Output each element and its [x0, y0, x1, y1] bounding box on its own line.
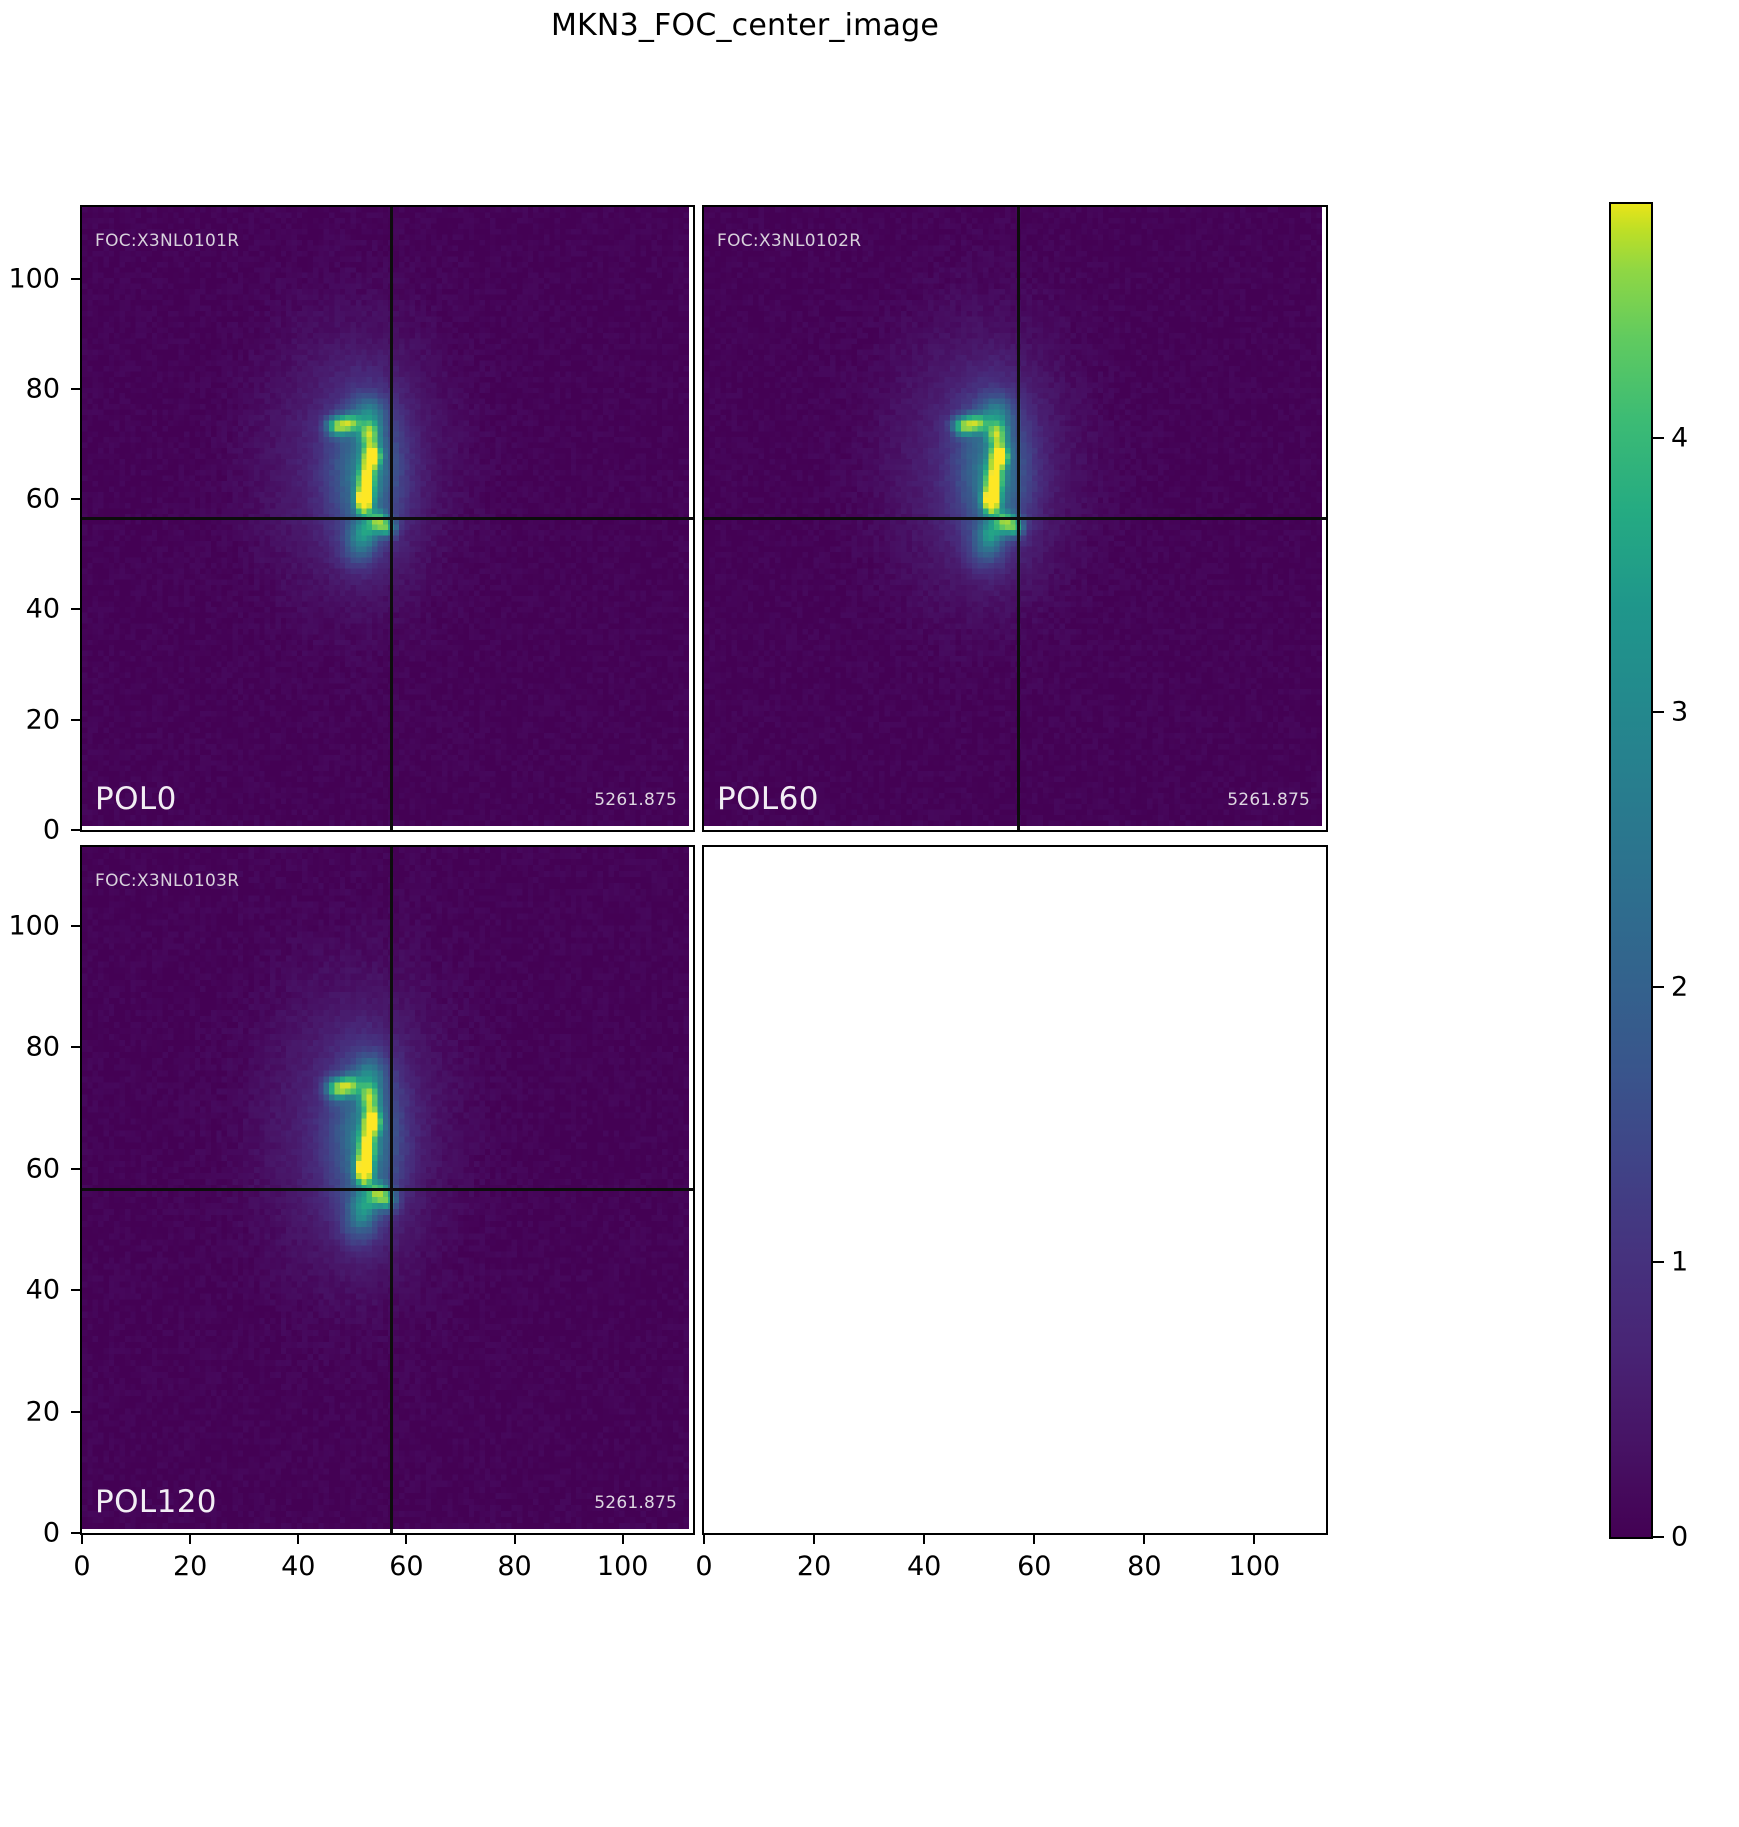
y-axis-tick — [71, 498, 80, 501]
colorbar-tick-label: 0 — [1671, 1521, 1689, 1553]
y-axis-tick-label: 100 — [8, 263, 60, 295]
crosshair-horizontal — [82, 1188, 693, 1191]
colorbar-tick — [1653, 986, 1664, 989]
x-axis-tick-label: 80 — [497, 1551, 532, 1582]
colorbar[interactable] — [1609, 202, 1653, 1539]
heatmap-image-pol60 — [704, 207, 1322, 826]
x-axis-tick-label: 0 — [73, 1551, 91, 1582]
x-axis-tick — [703, 1535, 705, 1544]
x-axis-tick — [621, 1535, 624, 1544]
y-axis-tick-label: 40 — [25, 1274, 60, 1306]
colorbar-tick-label: 2 — [1671, 971, 1689, 1003]
page-title: MKN3_FOC_center_image — [550, 8, 940, 43]
pol-label: POL60 — [717, 781, 819, 817]
y-axis-tick — [71, 1167, 80, 1170]
wavelength-label: 5261.875 — [594, 790, 677, 810]
x-axis-tick-label: 40 — [906, 1551, 942, 1582]
x-axis-tick — [513, 1535, 516, 1544]
panel-pol120[interactable]: FOC:X3NL0103R POL120 5261.875 — [80, 845, 695, 1535]
x-axis-tick — [923, 1535, 926, 1544]
foc-id-label: FOC:X3NL0102R — [717, 231, 862, 251]
x-axis-tick-label: 100 — [596, 1551, 649, 1582]
y-axis-tick-label: 20 — [25, 704, 60, 736]
colorbar-tick — [1653, 436, 1664, 439]
y-axis-tick-label: 80 — [25, 373, 60, 405]
panel-empty[interactable] — [702, 845, 1328, 1535]
crosshair-horizontal — [82, 517, 693, 520]
y-axis-tick-label: 100 — [8, 910, 60, 942]
y-axis-tick — [71, 718, 80, 721]
wavelength-label: 5261.875 — [594, 1493, 677, 1513]
x-axis-tick-label: 60 — [389, 1551, 424, 1582]
colorbar-tick — [1653, 1261, 1664, 1264]
y-axis-tick — [71, 924, 80, 927]
panel-pol0[interactable]: FOC:X3NL0101R POL0 5261.875 — [80, 205, 695, 832]
y-axis-tick-label: 60 — [25, 483, 60, 515]
y-axis-tick-label: 0 — [42, 1517, 60, 1549]
y-axis-tick — [71, 1289, 80, 1292]
x-axis-tick — [189, 1535, 192, 1544]
pol-label: POL0 — [95, 781, 177, 817]
y-axis-tick — [71, 387, 80, 390]
colorbar-tick — [1653, 1536, 1664, 1538]
y-axis-tick-label: 40 — [25, 593, 60, 625]
y-axis-tick — [71, 1532, 80, 1534]
x-axis-tick-label: 80 — [1127, 1551, 1162, 1582]
colorbar-tick-label: 3 — [1671, 696, 1689, 728]
y-axis-tick — [71, 1410, 80, 1413]
x-axis-tick — [81, 1535, 83, 1544]
x-axis-tick — [813, 1535, 816, 1544]
colorbar-tick-label: 1 — [1671, 1246, 1689, 1278]
foc-id-label: FOC:X3NL0103R — [95, 871, 240, 891]
y-axis-tick — [71, 829, 80, 831]
y-axis-tick-label: 60 — [25, 1153, 60, 1185]
x-axis-tick-label: 0 — [695, 1551, 713, 1582]
colorbar-gradient — [1611, 204, 1651, 1537]
y-axis-tick — [71, 277, 80, 280]
pol-label: POL120 — [95, 1484, 217, 1520]
y-axis-tick — [71, 1046, 80, 1049]
colorbar-tick-label: 4 — [1671, 422, 1689, 454]
x-axis-tick — [1143, 1535, 1146, 1544]
x-axis-tick — [1033, 1535, 1036, 1544]
y-axis-tick-label: 0 — [42, 814, 60, 846]
panel-pol60[interactable]: FOC:X3NL0102R POL60 5261.875 — [702, 205, 1328, 832]
foc-id-label: FOC:X3NL0101R — [95, 231, 240, 251]
x-axis-tick-label: 40 — [281, 1551, 316, 1582]
colorbar-tick — [1653, 711, 1664, 714]
crosshair-horizontal — [704, 517, 1326, 520]
x-axis-tick — [1253, 1535, 1256, 1544]
y-axis-tick-label: 20 — [25, 1396, 60, 1428]
x-axis-tick — [405, 1535, 408, 1544]
x-axis-tick-label: 20 — [172, 1551, 208, 1582]
y-axis-tick — [71, 608, 80, 611]
x-axis-tick — [297, 1535, 300, 1544]
y-axis-tick-label: 80 — [25, 1031, 60, 1063]
wavelength-label: 5261.875 — [1227, 790, 1310, 810]
x-axis-tick-label: 60 — [1017, 1551, 1052, 1582]
heatmap-image-pol0 — [82, 207, 689, 826]
x-axis-tick-label: 20 — [796, 1551, 832, 1582]
x-axis-tick-label: 100 — [1228, 1551, 1281, 1582]
